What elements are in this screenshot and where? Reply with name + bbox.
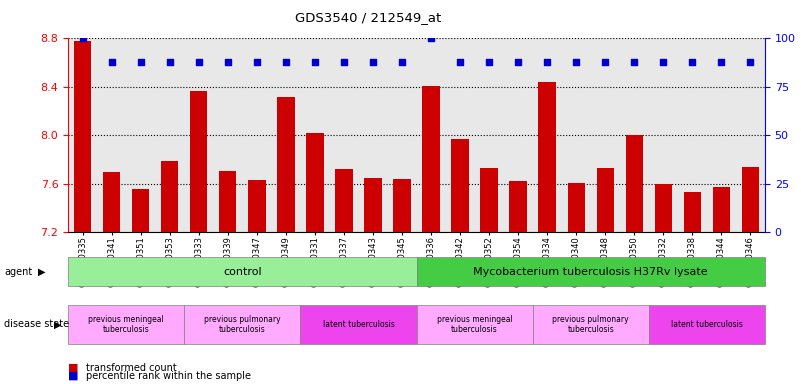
Text: control: control — [223, 266, 262, 277]
Bar — [393, 179, 411, 232]
Bar — [742, 167, 759, 232]
Point — [570, 59, 582, 65]
Point — [715, 59, 728, 65]
Point — [337, 59, 350, 65]
Bar — [190, 91, 207, 232]
Point — [483, 59, 496, 65]
Point — [628, 59, 641, 65]
Bar — [567, 183, 585, 232]
Text: transformed count: transformed count — [86, 363, 176, 373]
Text: ▶: ▶ — [54, 319, 62, 329]
Bar — [509, 181, 527, 232]
Point — [541, 59, 553, 65]
Bar — [103, 172, 120, 232]
Bar — [161, 161, 179, 232]
Bar — [654, 184, 672, 232]
Text: previous pulmonary
tuberculosis: previous pulmonary tuberculosis — [553, 315, 629, 334]
Point — [744, 59, 757, 65]
Bar — [132, 189, 149, 232]
Bar — [538, 82, 556, 232]
Text: previous meningeal
tuberculosis: previous meningeal tuberculosis — [88, 315, 164, 334]
Bar — [683, 192, 701, 232]
Bar — [306, 133, 324, 232]
Point — [280, 59, 292, 65]
Bar — [364, 178, 381, 232]
Point — [163, 59, 176, 65]
Point — [76, 35, 89, 41]
Text: ■: ■ — [68, 363, 78, 373]
Bar — [248, 180, 266, 232]
Bar — [219, 170, 236, 232]
Point — [251, 59, 264, 65]
Text: disease state: disease state — [4, 319, 69, 329]
Point — [105, 59, 118, 65]
Text: agent: agent — [4, 266, 32, 277]
Text: previous meningeal
tuberculosis: previous meningeal tuberculosis — [437, 315, 513, 334]
Point — [657, 59, 670, 65]
Bar — [481, 168, 497, 232]
Text: Mycobacterium tuberculosis H37Rv lysate: Mycobacterium tuberculosis H37Rv lysate — [473, 266, 708, 277]
Text: previous pulmonary
tuberculosis: previous pulmonary tuberculosis — [204, 315, 280, 334]
Bar — [597, 168, 614, 232]
Text: ■: ■ — [68, 371, 78, 381]
Bar — [626, 136, 643, 232]
Point — [135, 59, 147, 65]
Text: percentile rank within the sample: percentile rank within the sample — [86, 371, 251, 381]
Text: GDS3540 / 212549_at: GDS3540 / 212549_at — [296, 12, 441, 25]
Point — [367, 59, 380, 65]
Text: latent tuberculosis: latent tuberculosis — [671, 320, 743, 329]
Point — [425, 35, 437, 41]
Bar — [277, 97, 295, 232]
Point — [221, 59, 234, 65]
Point — [192, 59, 205, 65]
Point — [512, 59, 525, 65]
Point — [396, 59, 409, 65]
Point — [453, 59, 466, 65]
Bar — [451, 139, 469, 232]
Bar — [335, 169, 352, 232]
Bar — [74, 41, 91, 232]
Text: latent tuberculosis: latent tuberculosis — [323, 320, 394, 329]
Point — [308, 59, 321, 65]
Point — [686, 59, 698, 65]
Bar — [422, 86, 440, 232]
Text: ▶: ▶ — [38, 266, 46, 277]
Point — [599, 59, 612, 65]
Bar — [713, 187, 731, 232]
